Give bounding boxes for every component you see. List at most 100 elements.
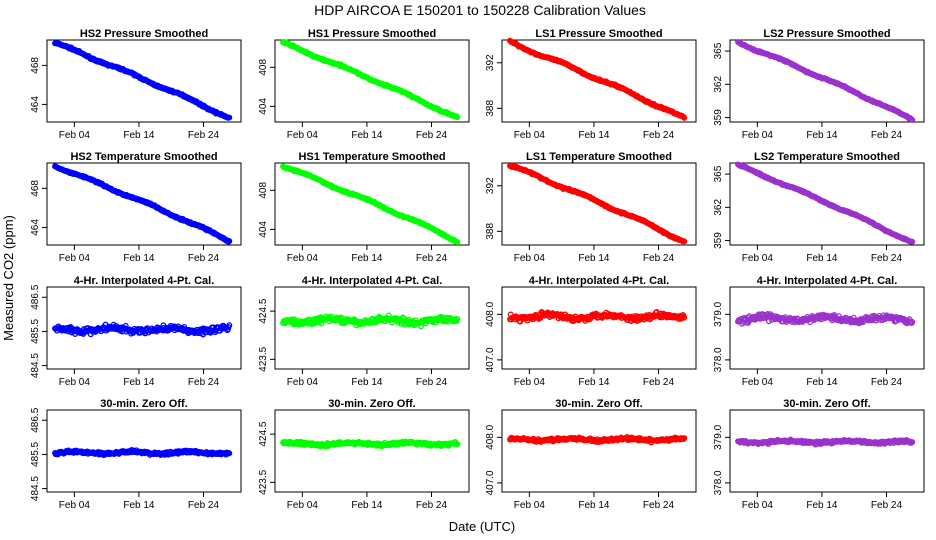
data-point bbox=[909, 238, 916, 245]
x-tick-label: Feb 24 bbox=[871, 130, 903, 141]
y-tick-label: 464 bbox=[30, 219, 41, 236]
x-tick-label: Feb 14 bbox=[578, 253, 610, 264]
y-tick-label: 378.0 bbox=[713, 470, 724, 495]
x-tick-label: Feb 04 bbox=[287, 253, 319, 264]
data-series bbox=[52, 39, 233, 121]
y-tick-label: 424.5 bbox=[258, 298, 269, 323]
x-tick-label: Feb 04 bbox=[287, 500, 319, 511]
y-tick-label: 359 bbox=[713, 109, 724, 126]
panel-title: HS1 Temperature Smoothed bbox=[298, 151, 445, 163]
y-tick-label: 407.0 bbox=[485, 347, 496, 372]
panel: 4-Hr. Interpolated 4-Pt. Cal. Feb 04 Feb 1… bbox=[713, 275, 925, 388]
x-tick-label: Feb 04 bbox=[514, 500, 546, 511]
plot-frame bbox=[501, 39, 697, 123]
y-tick-label: 423.5 bbox=[258, 346, 269, 371]
plot-frame bbox=[274, 286, 470, 370]
data-point bbox=[226, 114, 233, 121]
y-tick-label: 404 bbox=[258, 221, 269, 238]
data-series bbox=[52, 446, 233, 458]
plot-frame bbox=[501, 162, 697, 246]
data-series bbox=[507, 37, 688, 121]
y-tick-label: 388 bbox=[485, 100, 496, 117]
x-tick-label: Feb 24 bbox=[643, 377, 675, 388]
data-series bbox=[52, 163, 233, 245]
x-tick-label: Feb 14 bbox=[123, 253, 155, 264]
data-point bbox=[454, 441, 461, 448]
panel-title: 30-min. Zero Off. bbox=[100, 398, 187, 410]
x-tick-label: Feb 14 bbox=[123, 377, 155, 388]
panel-title: 4-Hr. Interpolated 4-Pt. Cal. bbox=[74, 275, 215, 287]
data-point bbox=[226, 322, 233, 329]
x-tick-label: Feb 24 bbox=[188, 130, 220, 141]
data-series bbox=[735, 310, 916, 327]
plot-frame bbox=[46, 162, 242, 246]
y-tick-label: 468 bbox=[30, 180, 41, 197]
x-tick-label: Feb 04 bbox=[59, 500, 91, 511]
data-series bbox=[735, 436, 916, 448]
panel: LS2 Temperature Smoothed Feb 04 Feb 14 Feb … bbox=[713, 151, 925, 264]
x-tick-label: Feb 24 bbox=[871, 377, 903, 388]
y-tick-label: 486.5 bbox=[30, 284, 41, 309]
x-tick-label: Feb 24 bbox=[643, 500, 675, 511]
x-tick-label: Feb 04 bbox=[742, 500, 774, 511]
x-tick-label: Feb 14 bbox=[351, 377, 383, 388]
y-tick-label: 392 bbox=[485, 54, 496, 71]
panel-grid: HS2 Pressure Smoothed Feb 04 Feb 14 Feb 24 4… bbox=[30, 28, 925, 511]
data-series bbox=[507, 162, 688, 245]
x-tick-label: Feb 24 bbox=[643, 130, 675, 141]
y-tick-label: 379.0 bbox=[713, 301, 724, 326]
y-tick-label: 486.5 bbox=[30, 407, 41, 432]
x-tick-label: Feb 04 bbox=[514, 377, 546, 388]
x-tick-label: Feb 14 bbox=[123, 500, 155, 511]
panel-title: LS1 Pressure Smoothed bbox=[535, 28, 662, 40]
x-axis-title: Date (UTC) bbox=[449, 519, 515, 534]
figure-title: HDP AIRCOA E 150201 to 150228 Calibratio… bbox=[314, 2, 646, 18]
x-tick-label: Feb 04 bbox=[287, 130, 319, 141]
panel: HS2 Temperature Smoothed Feb 04 Feb 14 Feb … bbox=[30, 151, 242, 264]
data-point bbox=[909, 318, 916, 325]
y-tick-label: 408 bbox=[258, 182, 269, 199]
data-point bbox=[681, 435, 688, 442]
data-series bbox=[735, 161, 916, 245]
plot-frame bbox=[46, 39, 242, 123]
y-tick-label: 485.5 bbox=[30, 318, 41, 343]
x-tick-label: Feb 24 bbox=[643, 253, 675, 264]
x-tick-label: Feb 24 bbox=[416, 253, 448, 264]
x-tick-label: Feb 24 bbox=[188, 253, 220, 264]
panel: HS1 Pressure Smoothed Feb 04 Feb 14 Feb 24 4… bbox=[258, 28, 470, 141]
panel-title: 4-Hr. Interpolated 4-Pt. Cal. bbox=[302, 275, 443, 287]
data-series bbox=[280, 38, 461, 121]
data-series bbox=[280, 163, 461, 245]
y-tick-label: 404 bbox=[258, 98, 269, 115]
plot-frame bbox=[274, 39, 470, 123]
x-tick-label: Feb 14 bbox=[351, 253, 383, 264]
x-tick-label: Feb 24 bbox=[188, 500, 220, 511]
panel-title: 4-Hr. Interpolated 4-Pt. Cal. bbox=[757, 275, 898, 287]
x-tick-label: Feb 14 bbox=[351, 130, 383, 141]
x-tick-label: Feb 14 bbox=[806, 130, 838, 141]
x-tick-label: Feb 04 bbox=[514, 253, 546, 264]
panel-title: HS2 Temperature Smoothed bbox=[70, 151, 217, 163]
panel-title: 30-min. Zero Off. bbox=[328, 398, 415, 410]
y-tick-label: 365 bbox=[713, 42, 724, 59]
panel: 4-Hr. Interpolated 4-Pt. Cal. Feb 04 Feb 1… bbox=[30, 275, 242, 388]
x-tick-label: Feb 24 bbox=[416, 377, 448, 388]
data-point bbox=[226, 238, 233, 245]
data-series bbox=[52, 321, 233, 338]
panel-title: HS2 Pressure Smoothed bbox=[80, 28, 208, 40]
y-tick-label: 484.5 bbox=[30, 353, 41, 378]
plot-frame bbox=[274, 162, 470, 246]
data-point bbox=[909, 439, 916, 446]
x-tick-label: Feb 04 bbox=[742, 377, 774, 388]
x-tick-label: Feb 04 bbox=[287, 377, 319, 388]
data-series bbox=[280, 438, 461, 450]
x-tick-label: Feb 04 bbox=[514, 130, 546, 141]
x-tick-label: Feb 24 bbox=[871, 253, 903, 264]
data-point bbox=[226, 450, 233, 457]
plot-frame bbox=[729, 39, 925, 123]
x-tick-label: Feb 04 bbox=[742, 253, 774, 264]
x-tick-label: Feb 04 bbox=[59, 130, 91, 141]
y-tick-label: 408.0 bbox=[485, 424, 496, 449]
x-tick-label: Feb 04 bbox=[59, 377, 91, 388]
